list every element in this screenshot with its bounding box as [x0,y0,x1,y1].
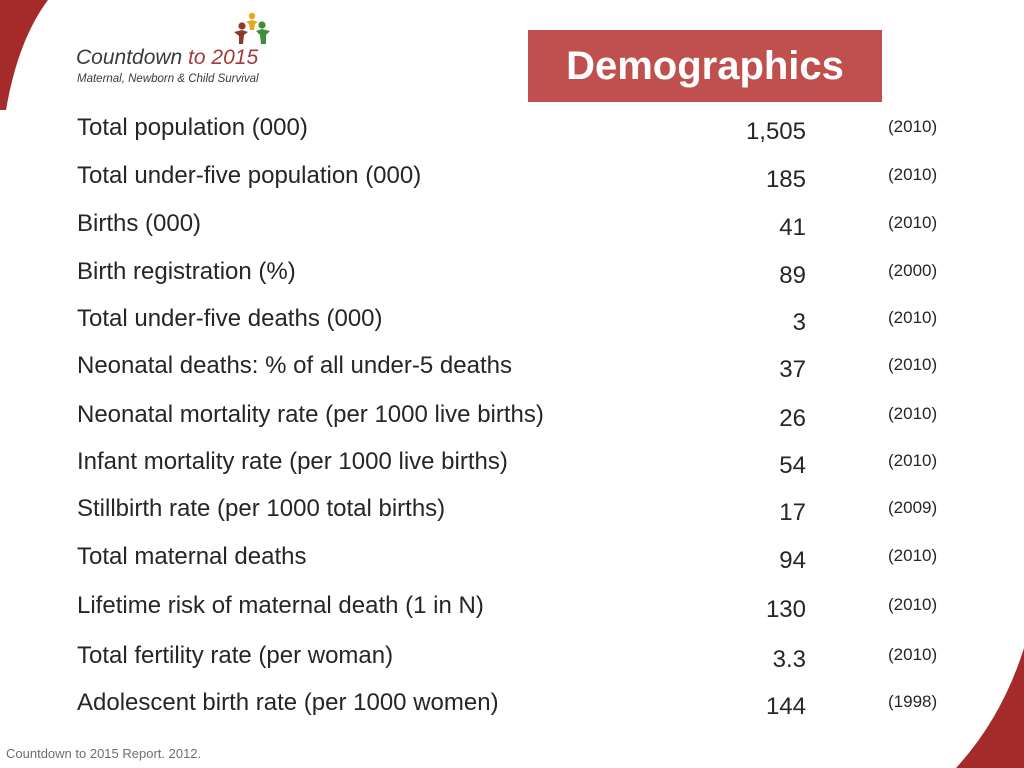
table-row: Stillbirth rate (per 1000 total births) … [0,495,1024,539]
row-year: (2010) [888,451,938,470]
table-row: Lifetime risk of maternal death (1 in N)… [0,592,1024,636]
row-year: (2010) [888,213,938,232]
row-value: 130 [765,596,806,623]
row-label: Infant mortality rate (per 1000 live bir… [77,448,508,475]
row-value: 54 [779,452,806,479]
table-row: Total population (000) 1,505 (2010) [0,114,1024,158]
row-value: 89 [779,262,806,289]
logo-title-main: Countdown [76,46,189,69]
table-row: Neonatal mortality rate (per 1000 live b… [0,401,1024,445]
row-value: 17 [779,499,806,526]
row-label: Stillbirth rate (per 1000 total births) [77,495,446,522]
table-row: Total maternal deaths 94 (2010) [0,543,1024,587]
slide-title-text: Demographics [566,43,844,88]
row-year: (2000) [888,261,938,280]
row-year: (1998) [888,692,938,711]
row-value: 37 [779,356,806,383]
row-year: (2010) [888,546,938,565]
row-value: 26 [779,405,806,432]
row-label: Neonatal mortality rate (per 1000 live b… [77,401,544,428]
row-year: (2010) [888,308,938,327]
row-value: 3.3 [772,646,806,673]
row-label: Total fertility rate (per woman) [77,642,394,669]
slide-title: Demographics [528,30,882,102]
row-value: 94 [779,547,806,574]
row-label: Total under-five population (000) [77,162,422,189]
row-label: Neonatal deaths: % of all under-5 deaths [77,352,512,379]
family-figures-icon [234,12,270,44]
row-label: Total under-five deaths (000) [77,305,383,332]
table-row: Neonatal deaths: % of all under-5 deaths… [0,352,1024,396]
row-label: Total maternal deaths [77,543,307,570]
logo-subtitle: Maternal, Newborn & Child Survival [77,73,259,85]
table-row: Total fertility rate (per woman) 3.3 (20… [0,642,1024,686]
table-row: Births (000) 41 (2010) [0,210,1024,254]
source-footer: Countdown to 2015 Report. 2012. [6,746,202,761]
table-row: Adolescent birth rate (per 1000 women) 1… [0,689,1024,733]
logo-title: Countdown to 2015 [76,46,258,70]
table-row: Infant mortality rate (per 1000 live bir… [0,448,1024,492]
table-row: Total under-five population (000) 185 (2… [0,162,1024,206]
row-year: (2010) [888,165,938,184]
countdown-logo: Countdown to 2015 Maternal, Newborn & Ch… [76,10,316,90]
row-value: 3 [792,309,806,336]
row-label: Total population (000) [77,114,308,141]
row-year: (2010) [888,595,938,614]
row-value: 41 [779,214,806,241]
row-label: Adolescent birth rate (per 1000 women) [77,689,499,716]
row-value: 144 [765,693,806,720]
row-year: (2010) [888,117,938,136]
row-year: (2010) [888,645,938,664]
row-value: 185 [765,166,806,193]
row-label: Lifetime risk of maternal death (1 in N) [77,592,484,619]
row-year: (2009) [888,498,938,517]
row-year: (2010) [888,355,938,374]
table-row: Total under-five deaths (000) 3 (2010) [0,305,1024,349]
row-label: Births (000) [77,210,202,237]
table-row: Birth registration (%) 89 (2000) [0,258,1024,302]
row-value: 1,505 [745,118,806,145]
row-label: Birth registration (%) [77,258,296,285]
row-year: (2010) [888,404,938,423]
logo-title-year: to 2015 [188,46,259,69]
